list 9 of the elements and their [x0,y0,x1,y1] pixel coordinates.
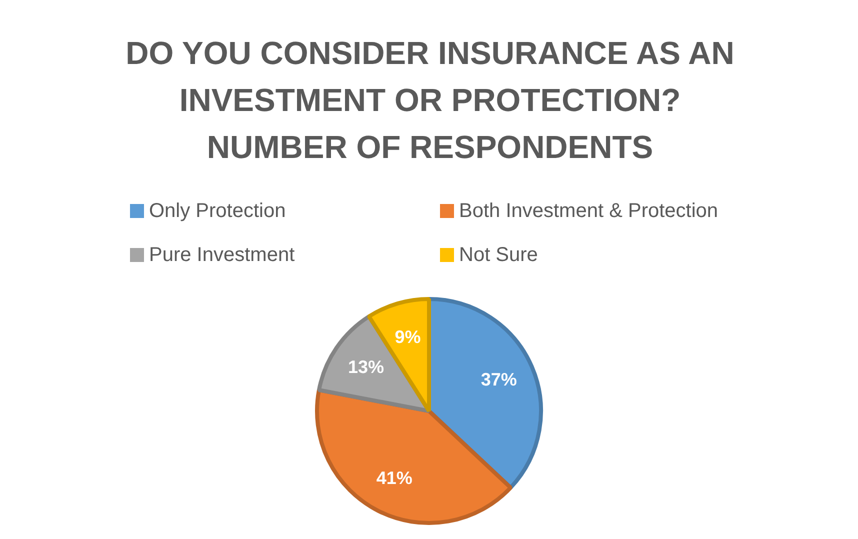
legend-label: Only Protection [149,200,286,222]
legend-label: Not Sure [459,244,538,266]
data-label: 13% [348,357,384,378]
data-label: 41% [376,468,412,488]
data-label: 37% [480,370,517,390]
legend-label: Pure Investment [149,244,295,266]
chart-title: DO YOU CONSIDER INSURANCE AS AN INVESTMENT OR PROTECTION? NUMBER OF RESPONDENTS [124,34,736,167]
data-label: 9% [394,326,421,347]
legend-label: Both Investment & Protection [459,200,718,222]
